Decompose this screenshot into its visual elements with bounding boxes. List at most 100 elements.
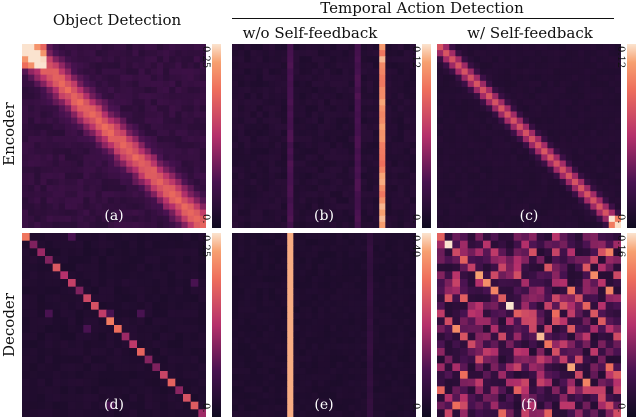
heatmap-cell: [60, 371, 69, 380]
heatmap-cell: [120, 136, 127, 143]
heatmap-cell: [498, 263, 507, 272]
heatmap-cell: [262, 288, 270, 295]
heatmap-cell: [175, 44, 183, 51]
heatmap-cell: [299, 251, 307, 259]
heatmap-cell: [126, 111, 133, 119]
heatmap-cell: [366, 191, 374, 198]
heatmap-cell: [256, 251, 264, 259]
heatmap-cell: [379, 68, 386, 76]
heatmap-cell: [71, 44, 78, 51]
heatmap-cell: [244, 239, 251, 246]
heatmap-cell: [467, 129, 475, 137]
heatmap-cell: [114, 117, 121, 125]
heatmap-cell: [513, 386, 522, 395]
heatmap-cell: [274, 142, 282, 149]
heatmap-cell: [91, 263, 100, 272]
heatmap-cell: [360, 129, 368, 137]
heatmap-cell: [541, 148, 548, 155]
heatmap-cell: [590, 86, 598, 94]
heatmap-cell: [305, 349, 313, 357]
heatmap-cell: [348, 275, 356, 283]
heatmap-cell: [34, 178, 41, 186]
heatmap-cell: [89, 99, 97, 106]
heatmap-cell: [250, 123, 258, 131]
heatmap-cell: [385, 178, 393, 186]
heatmap-cell: [336, 86, 343, 94]
heatmap-cell: [614, 62, 621, 70]
heatmap-cell: [34, 166, 41, 174]
heatmap-a: [22, 44, 206, 228]
heatmap-cell: [250, 392, 258, 400]
heatmap-cell: [379, 160, 386, 168]
heatmap-cell: [506, 294, 515, 303]
heatmap-cell: [324, 239, 331, 246]
heatmap-cell: [605, 302, 614, 311]
heatmap-cell: [95, 99, 103, 106]
heatmap-cell: [605, 340, 614, 349]
heatmap-cell: [98, 309, 107, 318]
heatmap-cell: [541, 105, 548, 113]
heatmap-cell: [64, 172, 72, 180]
heatmap-cell: [598, 340, 607, 349]
heatmap-cell: [262, 142, 270, 149]
heatmap-cell: [268, 233, 276, 240]
heatmap-cell: [324, 185, 331, 192]
heatmap-cell: [529, 142, 536, 149]
heatmap-cell: [262, 178, 270, 186]
heatmap-cell: [578, 86, 585, 94]
heatmap-cell: [455, 154, 463, 162]
heatmap-cell: [238, 74, 245, 82]
heatmap-cell: [305, 221, 313, 228]
heatmap-cell: [342, 172, 350, 180]
heatmap-cell: [22, 93, 29, 100]
heatmap-cell: [293, 404, 301, 412]
heatmap-cell: [305, 337, 313, 344]
heatmap-cell: [354, 306, 362, 314]
heatmap-cell: [506, 233, 515, 242]
heatmap-cell: [199, 142, 206, 149]
heatmap-cell: [52, 142, 60, 149]
heatmap-cell: [167, 271, 176, 280]
heatmap-cell: [504, 105, 512, 113]
heatmap-cell: [37, 371, 46, 380]
heatmap-cell: [379, 318, 386, 326]
heatmap-cell: [287, 172, 294, 180]
heatmap-cell: [391, 343, 399, 351]
heatmap-cell: [504, 142, 512, 149]
heatmap-cell: [360, 80, 368, 88]
heatmap-cell: [132, 154, 140, 162]
heatmap-cell: [37, 355, 46, 364]
heatmap-cell: [137, 317, 146, 326]
heatmap-cell: [107, 86, 115, 94]
heatmap-cell: [437, 340, 446, 349]
heatmap-cell: [522, 154, 530, 162]
heatmap-cell: [403, 129, 411, 137]
heatmap-cell: [324, 178, 331, 186]
heatmap-cell: [22, 56, 29, 63]
heatmap-cell: [535, 117, 542, 125]
heatmap-cell: [590, 302, 599, 311]
heatmap-cell: [199, 203, 206, 211]
heatmap-cell: [460, 371, 469, 380]
heatmap-cell: [541, 129, 548, 137]
heatmap-cell: [360, 257, 368, 265]
heatmap-cell: [354, 294, 362, 302]
heatmap-cell: [324, 221, 331, 228]
heatmap-cell: [516, 178, 524, 186]
heatmap-cell: [167, 348, 176, 357]
heatmap-cell: [311, 129, 319, 137]
heatmap-cell: [60, 394, 69, 403]
heatmap-cell: [373, 166, 380, 174]
heatmap-cell: [403, 367, 411, 375]
heatmap-cell: [360, 386, 368, 394]
heatmap-cell: [138, 129, 146, 137]
heatmap-cell: [299, 331, 307, 338]
heatmap-cell: [163, 129, 170, 137]
heatmap-cell: [137, 355, 146, 364]
colorbar-max-label: 0.25: [200, 46, 211, 69]
heatmap-cell: [167, 233, 176, 242]
heatmap-cell: [330, 68, 337, 76]
heatmap-cell: [409, 50, 416, 57]
heatmap-cell: [58, 56, 66, 63]
heatmap-cell: [274, 154, 282, 162]
